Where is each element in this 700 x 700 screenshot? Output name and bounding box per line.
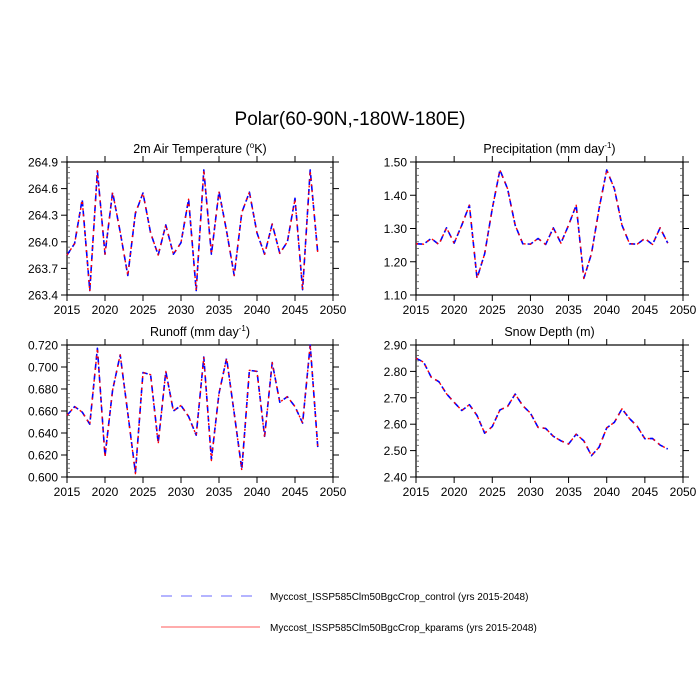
y-tick-label: 1.10 xyxy=(384,289,408,303)
panel-title-suffix: ) xyxy=(611,142,615,156)
x-tick-label: 2045 xyxy=(282,485,309,499)
y-tick-label: 2.70 xyxy=(384,391,408,405)
plot-frame xyxy=(415,161,684,296)
x-tick-label: 2025 xyxy=(479,485,506,499)
x-tick-label: 2040 xyxy=(244,303,271,317)
x-tick-label: 2035 xyxy=(555,485,582,499)
x-tick-label: 2030 xyxy=(517,303,544,317)
panel-title-suffix: ) xyxy=(246,325,250,339)
x-tick-label: 2045 xyxy=(282,303,309,317)
panel-title: 2m Air Temperature (oK) xyxy=(133,141,266,156)
legend-label-control: Myccost_ISSP585Clm50BgcCrop_control (yrs… xyxy=(270,592,528,603)
panel-title: Runoff (mm day-1) xyxy=(150,324,250,339)
x-tick-label: 2050 xyxy=(670,485,697,499)
panel-runoff: Runoff (mm day-1) 2015 2020 2025 2030 2035 204… xyxy=(28,324,347,499)
y-tick-label: 264.0 xyxy=(28,235,58,249)
y-tick-label: 0.680 xyxy=(28,383,58,397)
y-tick-label: 1.40 xyxy=(384,189,408,203)
x-tick-label: 2050 xyxy=(320,485,347,499)
x-tick-label: 2040 xyxy=(593,303,620,317)
x-tick-label: 2050 xyxy=(320,303,347,317)
y-tick-label: 2.90 xyxy=(384,339,408,353)
x-tick-label: 2015 xyxy=(54,303,81,317)
x-tick-label: 2020 xyxy=(441,485,468,499)
x-tick-label: 2040 xyxy=(593,485,620,499)
panel-title-text: 2m Air Temperature ( xyxy=(133,142,250,156)
x-tick-label: 2025 xyxy=(130,485,157,499)
panel-precipitation: Precipitation (mm day-1) 2015 2020 2025 2030… xyxy=(384,141,697,317)
plot-frame xyxy=(66,344,334,478)
x-tick-label: 2035 xyxy=(206,303,233,317)
panel-title-superscript: -1 xyxy=(604,141,612,150)
panel-air-temperature: 2m Air Temperature (oK) 2015 2020 2025 2030 2… xyxy=(28,141,347,317)
series-line-kparams xyxy=(66,169,319,293)
x-tick-label: 2020 xyxy=(92,303,119,317)
x-tick-label: 2035 xyxy=(555,303,582,317)
x-tick-label: 2040 xyxy=(244,485,271,499)
series-line-control xyxy=(415,357,669,457)
series-line-kparams xyxy=(415,169,669,280)
y-tick-label: 264.9 xyxy=(28,156,58,170)
panel-title-superscript: -1 xyxy=(239,324,247,333)
series-line-control xyxy=(415,169,669,280)
y-tick-label: 2.40 xyxy=(384,471,408,485)
x-tick-label: 2030 xyxy=(168,485,195,499)
panel-title-text: Precipitation (mm day xyxy=(483,142,605,156)
y-tick-label: 0.660 xyxy=(28,405,58,419)
x-tick-label: 2030 xyxy=(517,485,544,499)
plot-frame xyxy=(415,344,684,478)
series-line-kparams xyxy=(66,344,319,475)
x-tick-label: 2035 xyxy=(206,485,233,499)
y-tick-label: 264.3 xyxy=(28,209,58,223)
series-line-kparams xyxy=(415,357,669,457)
panel-title: Precipitation (mm day-1) xyxy=(483,141,615,156)
series-line-control xyxy=(66,169,319,292)
y-tick-label: 2.80 xyxy=(384,365,408,379)
x-tick-label: 2045 xyxy=(632,303,659,317)
x-tick-label: 2020 xyxy=(441,303,468,317)
y-tick-label: 0.640 xyxy=(28,427,58,441)
y-tick-label: 0.600 xyxy=(28,471,58,485)
y-tick-label: 0.620 xyxy=(28,449,58,463)
x-tick-label: 2015 xyxy=(403,303,430,317)
y-tick-label: 0.700 xyxy=(28,361,58,375)
plot-frame xyxy=(66,161,334,296)
y-tick-label: 1.50 xyxy=(384,156,408,170)
panel-title: Snow Depth (m) xyxy=(504,325,594,339)
figure-title: Polar(60-90N,-180W-180E) xyxy=(235,109,466,130)
y-tick-label: 2.60 xyxy=(384,418,408,432)
legend: Myccost_ISSP585Clm50BgcCrop_control (yrs… xyxy=(161,592,537,634)
panel-title-text: Snow Depth (m) xyxy=(504,325,594,339)
y-tick-label: 0.720 xyxy=(28,339,58,353)
x-tick-label: 2020 xyxy=(92,485,119,499)
y-tick-label: 264.6 xyxy=(28,182,58,196)
y-tick-label: 263.4 xyxy=(28,289,58,303)
x-tick-label: 2015 xyxy=(403,485,430,499)
x-tick-label: 2050 xyxy=(670,303,697,317)
panel-snow-depth: Snow Depth (m) 2015 2020 2025 2030 2035 2040 20… xyxy=(384,325,697,499)
panel-title-superscript: o xyxy=(250,141,255,150)
y-tick-label: 1.20 xyxy=(384,255,408,269)
legend-label-kparams: Myccost_ISSP585Clm50BgcCrop_kparams (yrs… xyxy=(270,623,537,634)
x-tick-label: 2045 xyxy=(632,485,659,499)
x-tick-label: 2025 xyxy=(130,303,157,317)
y-tick-label: 2.50 xyxy=(384,444,408,458)
panel-title-text: Runoff (mm day xyxy=(150,325,239,339)
x-tick-label: 2030 xyxy=(168,303,195,317)
x-tick-label: 2025 xyxy=(479,303,506,317)
y-tick-label: 263.7 xyxy=(28,262,58,276)
panel-title-suffix: K) xyxy=(254,142,267,156)
y-tick-label: 1.30 xyxy=(384,222,408,236)
x-tick-label: 2015 xyxy=(54,485,81,499)
